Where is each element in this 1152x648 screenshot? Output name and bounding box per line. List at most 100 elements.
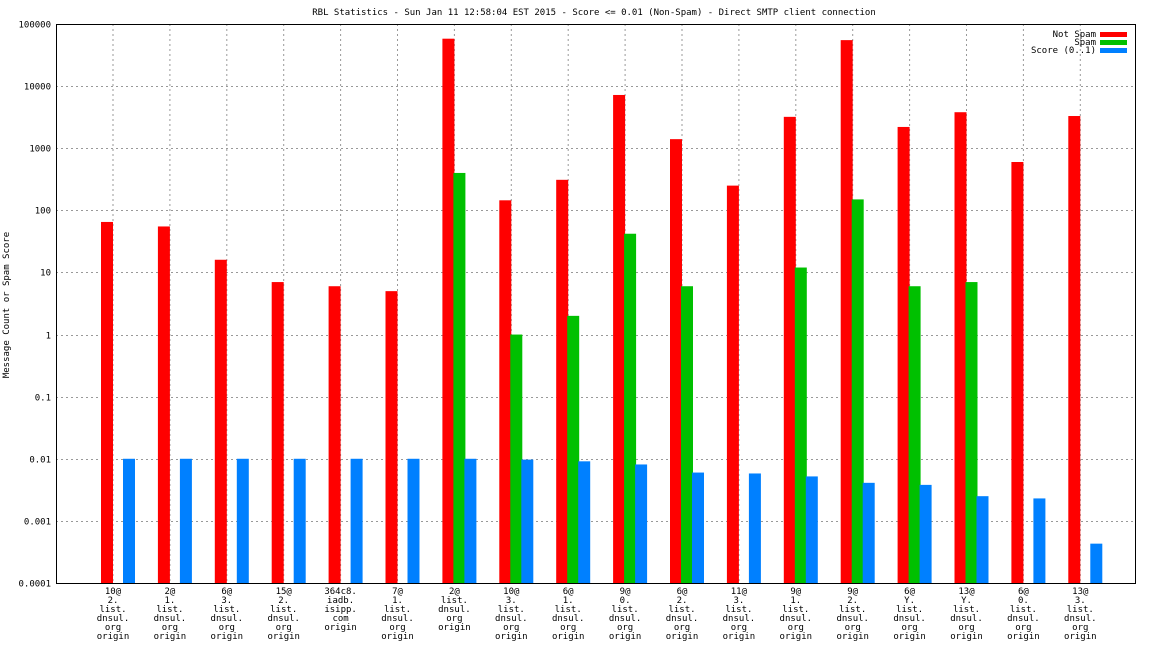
x-category-label-line: org <box>617 623 633 633</box>
x-category-label-line: origin <box>381 632 414 642</box>
x-category-label-line: dnsul. <box>211 614 244 624</box>
x-category-label: 15@ 2. list. dnsul. org origin <box>267 587 300 642</box>
bar-spam <box>510 334 523 583</box>
bar-not-spam <box>328 286 341 583</box>
x-category-label-line: 2. <box>847 596 858 606</box>
bar-not-spam <box>499 200 512 583</box>
x-category-label-line: 11@ <box>731 587 748 597</box>
legend-label: Spam <box>1074 38 1096 48</box>
x-category-label-line: list. <box>441 596 468 606</box>
x-category-label-line: org <box>389 623 405 633</box>
bar-score- <box>578 461 591 583</box>
x-category-label-line: 6@ <box>563 587 574 597</box>
x-category-label-line: org <box>105 623 121 633</box>
x-category-label-line: dnsul. <box>1064 614 1097 624</box>
x-category-label-line: Y. <box>904 596 915 606</box>
bar-not-spam <box>613 94 626 583</box>
x-category-label-line: 2. <box>108 596 119 606</box>
bar-spam <box>851 199 864 583</box>
bar-not-spam <box>556 179 569 583</box>
bar-score- <box>236 458 249 583</box>
bar-spam <box>453 172 466 583</box>
bar-score- <box>123 458 135 583</box>
x-category-label-line: org <box>1015 623 1031 633</box>
x-category-label-line: list. <box>953 605 980 615</box>
x-category-label-line: 13@ <box>1072 587 1089 597</box>
y-tick-labels: 0.0001 0.001 0.01 0.1 1 10 100 1000 10000 100000 <box>18 21 51 590</box>
bar-score- <box>1033 498 1046 583</box>
x-category-label-line: origin <box>211 632 244 642</box>
x-category-label: 2@ 1. list. dnsul. org origin <box>154 587 187 642</box>
x-category-label-line: 9@ <box>847 587 858 597</box>
bar-not-spam <box>442 38 455 584</box>
x-category-label-line: list. <box>839 605 866 615</box>
x-category-label-line: list. <box>896 605 923 615</box>
bar-score- <box>635 464 648 583</box>
y-tick-label: 1 <box>46 332 51 342</box>
x-category-label-line: 1. <box>790 596 801 606</box>
x-category-label-line: org <box>674 623 690 633</box>
x-category-label-line: list. <box>1010 605 1037 615</box>
y-tick-label: 100 <box>35 207 51 217</box>
bar-not-spam <box>726 185 739 584</box>
bar-score- <box>748 473 761 583</box>
bar-not-spam <box>214 259 227 583</box>
x-category-label: 6@ 0. list. dnsul. org origin <box>1007 587 1040 642</box>
x-category-label-line: dnsul. <box>267 614 300 624</box>
x-category-label-line: origin <box>950 632 983 642</box>
x-category-label-line: 1. <box>563 596 574 606</box>
x-category-label-line: list. <box>498 605 525 615</box>
x-category-label-line: origin <box>666 632 699 642</box>
bar-spam <box>908 286 921 583</box>
legend-swatch <box>1100 40 1127 45</box>
x-category-label-line: iadb. <box>327 596 354 606</box>
x-category-label-line: origin <box>836 632 869 642</box>
legend-swatch <box>1100 48 1127 53</box>
x-category-label-line: dnsul. <box>552 614 585 624</box>
bar-not-spam <box>783 116 796 583</box>
x-category-label-line: origin <box>97 632 130 642</box>
x-category-label: 9@ 2. list. dnsul. org origin <box>836 587 869 642</box>
legend-swatch <box>1100 32 1127 37</box>
y-tick-label: 100000 <box>18 21 51 31</box>
x-category-label-line: org <box>503 623 519 633</box>
x-category-label-line: list. <box>270 605 297 615</box>
bar-score- <box>293 458 306 583</box>
x-category-label: 6@ 1. list. dnsul. org origin <box>552 587 585 642</box>
x-category-label: 6@ 3. list. dnsul. org origin <box>211 587 244 642</box>
x-category-label-line: 7@ <box>392 587 403 597</box>
bar-spam <box>681 286 693 583</box>
x-category-label-line: origin <box>893 632 926 642</box>
x-category-label-line: dnsul. <box>893 614 926 624</box>
x-category-label: 9@ 1. list. dnsul. org origin <box>780 587 813 642</box>
x-category-label-line: dnsul. <box>438 605 471 615</box>
x-category-label-line: 3. <box>1075 596 1086 606</box>
x-category-label-line: list. <box>612 605 639 615</box>
x-category-label-line: list. <box>725 605 752 615</box>
x-category-label-line: list. <box>782 605 809 615</box>
x-category-label-line: com <box>332 614 348 624</box>
x-category-label: 2@ list. dnsul. org origin <box>438 587 471 633</box>
bar-spam <box>624 233 637 583</box>
x-category-label-line: 364c8. <box>324 587 357 597</box>
x-category-label-line: org <box>560 623 576 633</box>
bar-spam <box>794 267 807 583</box>
x-category-label-line: origin <box>1007 632 1040 642</box>
x-category-label: 13@ 3. list. dnsul. org origin <box>1064 587 1097 642</box>
x-category-label-line: 3. <box>733 596 744 606</box>
legend-label: Score (0..1) <box>1031 46 1096 56</box>
x-category-label-line: 2@ <box>164 587 175 597</box>
x-category-label-line: dnsul. <box>836 614 869 624</box>
x-category-label: 13@ Y. list. dnsul. org origin <box>950 587 983 642</box>
x-category-label-line: list. <box>1067 605 1094 615</box>
x-category-label-line: origin <box>552 632 585 642</box>
y-tick-label: 1000 <box>29 145 51 155</box>
bar-score- <box>919 484 932 583</box>
x-category-label-line: dnsul. <box>381 614 414 624</box>
x-category-label-line: 2@ <box>449 587 460 597</box>
y-tick-label: 0.0001 <box>18 580 51 590</box>
x-category-label-line: list. <box>555 605 582 615</box>
x-category-label-line: list. <box>213 605 240 615</box>
